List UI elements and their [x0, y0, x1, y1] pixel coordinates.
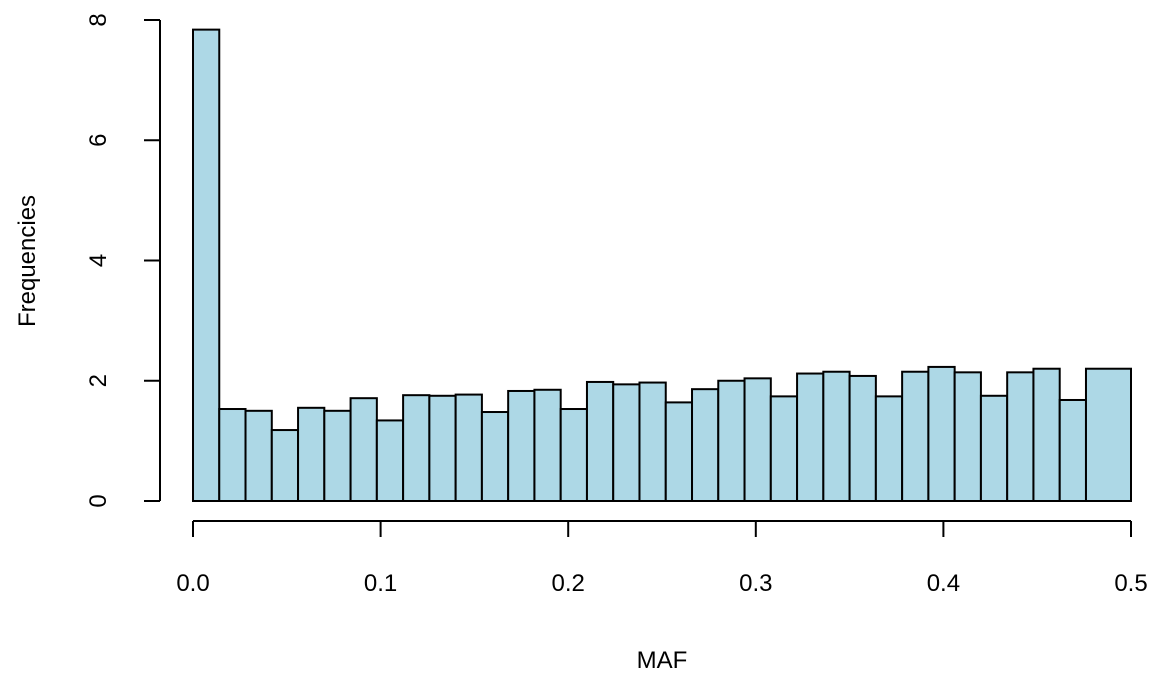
histogram-bar-1	[192, 28, 221, 503]
x-tick-label: 0.1	[364, 570, 397, 597]
histogram-bar-25	[822, 370, 851, 503]
y-tick-label: 0	[85, 494, 112, 507]
y-tick-label: 6	[85, 134, 112, 147]
histogram-bar-12	[480, 411, 510, 503]
histogram-bar-4	[270, 429, 300, 502]
histogram-bar-23	[769, 395, 799, 503]
histogram-bar-16	[585, 380, 615, 503]
histogram-bar-11	[454, 393, 483, 502]
y-tick-label: 2	[85, 374, 112, 387]
histogram-bar-33	[1032, 367, 1061, 502]
histogram-bar-19	[664, 401, 694, 502]
histogram-bar-28	[901, 370, 930, 503]
histogram-bar-6	[323, 409, 352, 502]
histogram-bar-2	[218, 408, 247, 503]
x-tick-label: 0.3	[739, 570, 772, 597]
bars-group	[192, 28, 1132, 503]
histogram-bar-15	[559, 408, 588, 503]
histogram-bar-32	[1006, 371, 1035, 502]
x-axis-title: MAF	[637, 647, 688, 674]
histogram-bar-3	[244, 409, 273, 502]
x-tick-label: 0.0	[176, 570, 209, 597]
histogram-bar-22	[743, 377, 772, 502]
histogram-bar-20	[691, 388, 720, 503]
x-tick-label: 0.5	[1114, 570, 1147, 597]
histogram-bar-8	[375, 419, 405, 502]
histogram-bar-7	[349, 397, 378, 502]
histogram-bar-24	[796, 372, 825, 502]
histogram-bar-34	[1058, 398, 1087, 502]
histogram-bar-9	[402, 394, 431, 502]
x-axis: 0.0 0.1 0.2 0.3 0.4 0.5	[176, 520, 1148, 597]
y-tick-label: 4	[85, 254, 112, 267]
y-tick-label: 8	[85, 13, 112, 26]
histogram-bar-35	[1084, 367, 1132, 502]
histogram-bar-21	[717, 379, 746, 502]
histogram-bar-18	[638, 381, 667, 502]
histogram-bar-13	[507, 389, 536, 502]
histogram-bar-17	[612, 383, 641, 503]
histogram-bar-29	[927, 365, 956, 503]
histogram-bar-14	[533, 388, 562, 502]
histogram-bar-5	[297, 406, 326, 502]
histogram-bar-26	[848, 374, 877, 502]
y-axis: 0 2 4 6 8	[85, 13, 161, 508]
histogram-bar-10	[428, 394, 457, 502]
y-axis-title: Frequencies	[14, 195, 41, 327]
x-tick-label: 0.4	[927, 570, 960, 597]
histogram-bar-27	[874, 395, 904, 503]
x-tick-label: 0.2	[552, 570, 585, 597]
histogram-bar-30	[953, 371, 982, 502]
histogram-bar-31	[979, 394, 1009, 502]
